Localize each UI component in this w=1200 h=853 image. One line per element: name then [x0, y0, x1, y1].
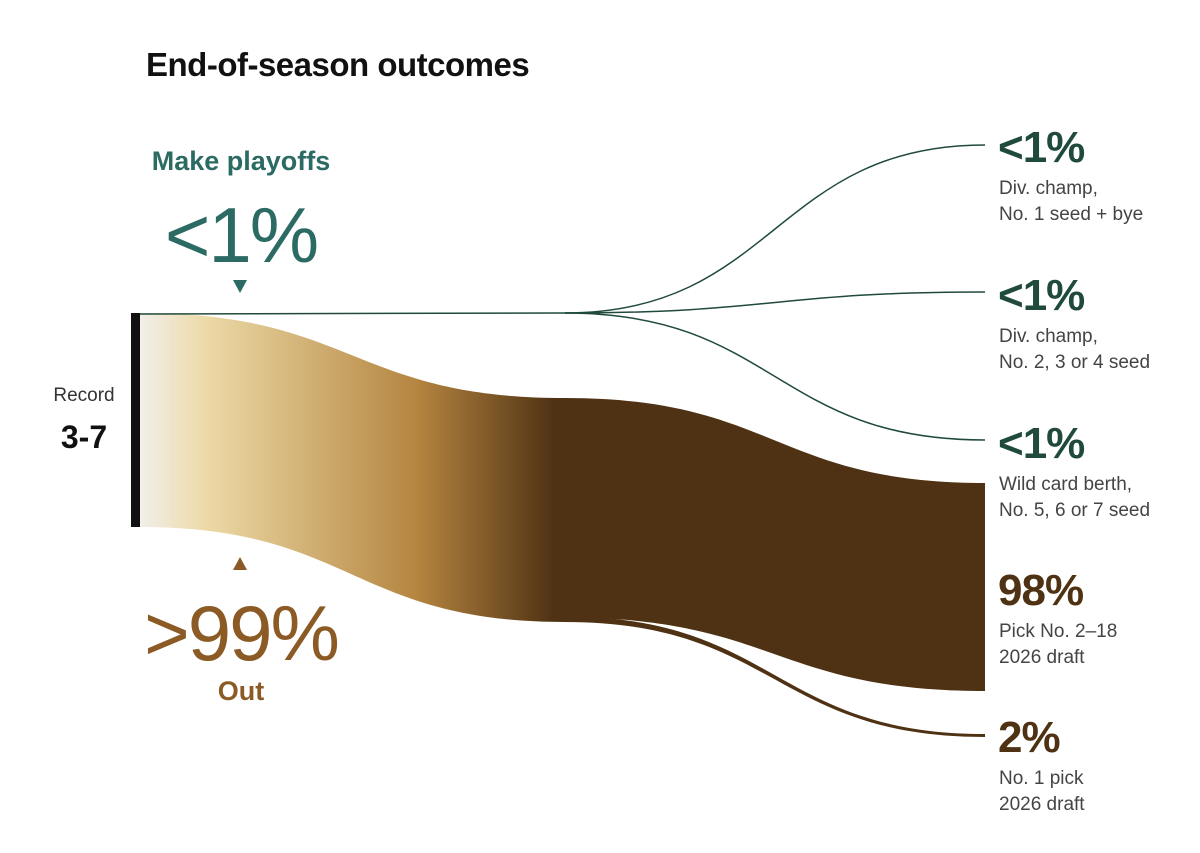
outcome-no-2-4-seed: <1% Div. champ, No. 2, 3 or 4 seed [998, 271, 1150, 373]
outcome-value: 2% [998, 713, 1060, 762]
out-value: >99% [144, 589, 338, 677]
outcome-value: <1% [998, 419, 1084, 468]
outcome-desc-line: Div. champ, [999, 326, 1098, 347]
record-label: Record [53, 385, 114, 406]
playoffs-value: <1% [165, 191, 317, 279]
playoffs-label: Make playoffs [152, 146, 331, 176]
outcome-wild-card: <1% Wild card berth, No. 5, 6 or 7 seed [998, 419, 1150, 521]
outcome-value: 98% [998, 566, 1083, 615]
flow-wild-card [564, 312, 986, 441]
outcome-desc-line: 2026 draft [999, 647, 1085, 668]
outcome-desc-line: Div. champ, [999, 178, 1098, 199]
playoffs-arrow-icon [233, 280, 247, 293]
outcome-desc-line: No. 1 seed + bye [999, 204, 1143, 225]
chart-title: End-of-season outcomes [146, 46, 529, 83]
out-arrow-icon [233, 557, 247, 570]
flow-no-1-seed [564, 144, 986, 314]
flows [139, 144, 986, 737]
outcome-labels: <1% Div. champ, No. 1 seed + bye <1% Div. ch… [998, 123, 1150, 815]
flow-no-1-pick [565, 616, 985, 737]
outcome-desc-line: Pick No. 2–18 [999, 621, 1117, 642]
outcome-value: <1% [998, 271, 1084, 320]
record-bar [131, 313, 140, 527]
outcome-desc-line: No. 1 pick [999, 768, 1084, 789]
outcome-no-1-seed: <1% Div. champ, No. 1 seed + bye [998, 123, 1143, 225]
flow-no-2-4-seed [564, 291, 986, 314]
outcome-desc-line: Wild card berth, [999, 474, 1132, 495]
outcome-desc-line: No. 2, 3 or 4 seed [999, 352, 1150, 373]
flow-make-playoffs [139, 312, 566, 315]
out-label: Out [218, 676, 265, 706]
out-band [140, 313, 565, 622]
outcome-desc-line: 2026 draft [999, 794, 1085, 815]
record-value: 3-7 [61, 419, 107, 455]
outcome-value: <1% [998, 123, 1084, 172]
outcome-pick-2-18: 98% Pick No. 2–18 2026 draft [998, 566, 1117, 668]
flow-pick-2-18 [565, 398, 985, 691]
outcome-desc-line: No. 5, 6 or 7 seed [999, 500, 1150, 521]
outcome-no-1-pick: 2% No. 1 pick 2026 draft [998, 713, 1085, 815]
